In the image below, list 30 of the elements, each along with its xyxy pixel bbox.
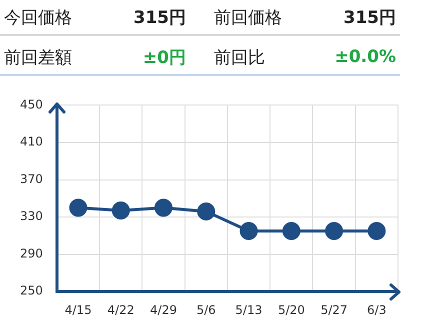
x-tick-label: 4/22	[107, 302, 134, 317]
text: 前回比	[213, 46, 266, 68]
text: 前回価格	[213, 6, 283, 28]
x-tick-label: 5/27	[320, 302, 348, 317]
x-tick-label: 4/15	[64, 302, 92, 317]
y-tick-label: 330	[20, 209, 43, 224]
y-tick-label: 290	[20, 246, 43, 260]
point	[240, 222, 258, 240]
point	[197, 202, 216, 220]
text: ±0円	[142, 46, 187, 68]
text: 今回価格	[3, 6, 73, 28]
y-tick-label: 450	[20, 97, 43, 112]
text: 315円	[342, 6, 397, 28]
x-tick-label: 4/29	[150, 302, 177, 317]
point	[325, 222, 344, 240]
point	[368, 222, 386, 240]
text: 315円	[132, 6, 187, 28]
y-tick-label: 410	[20, 134, 43, 149]
y-tick-label: 250	[20, 284, 43, 298]
y-tick-label: 370	[20, 172, 43, 186]
x-tick-label: 5/13	[235, 302, 262, 317]
point	[112, 202, 130, 220]
x-tick-label: 6/3	[367, 302, 386, 317]
point	[154, 198, 172, 217]
text: 前回差額	[3, 46, 73, 68]
point	[69, 198, 88, 217]
x-tick-label: 5/20	[278, 302, 305, 317]
text: ±0.0%	[334, 47, 397, 67]
point	[282, 222, 300, 240]
x-tick-label: 5/6	[196, 302, 216, 317]
